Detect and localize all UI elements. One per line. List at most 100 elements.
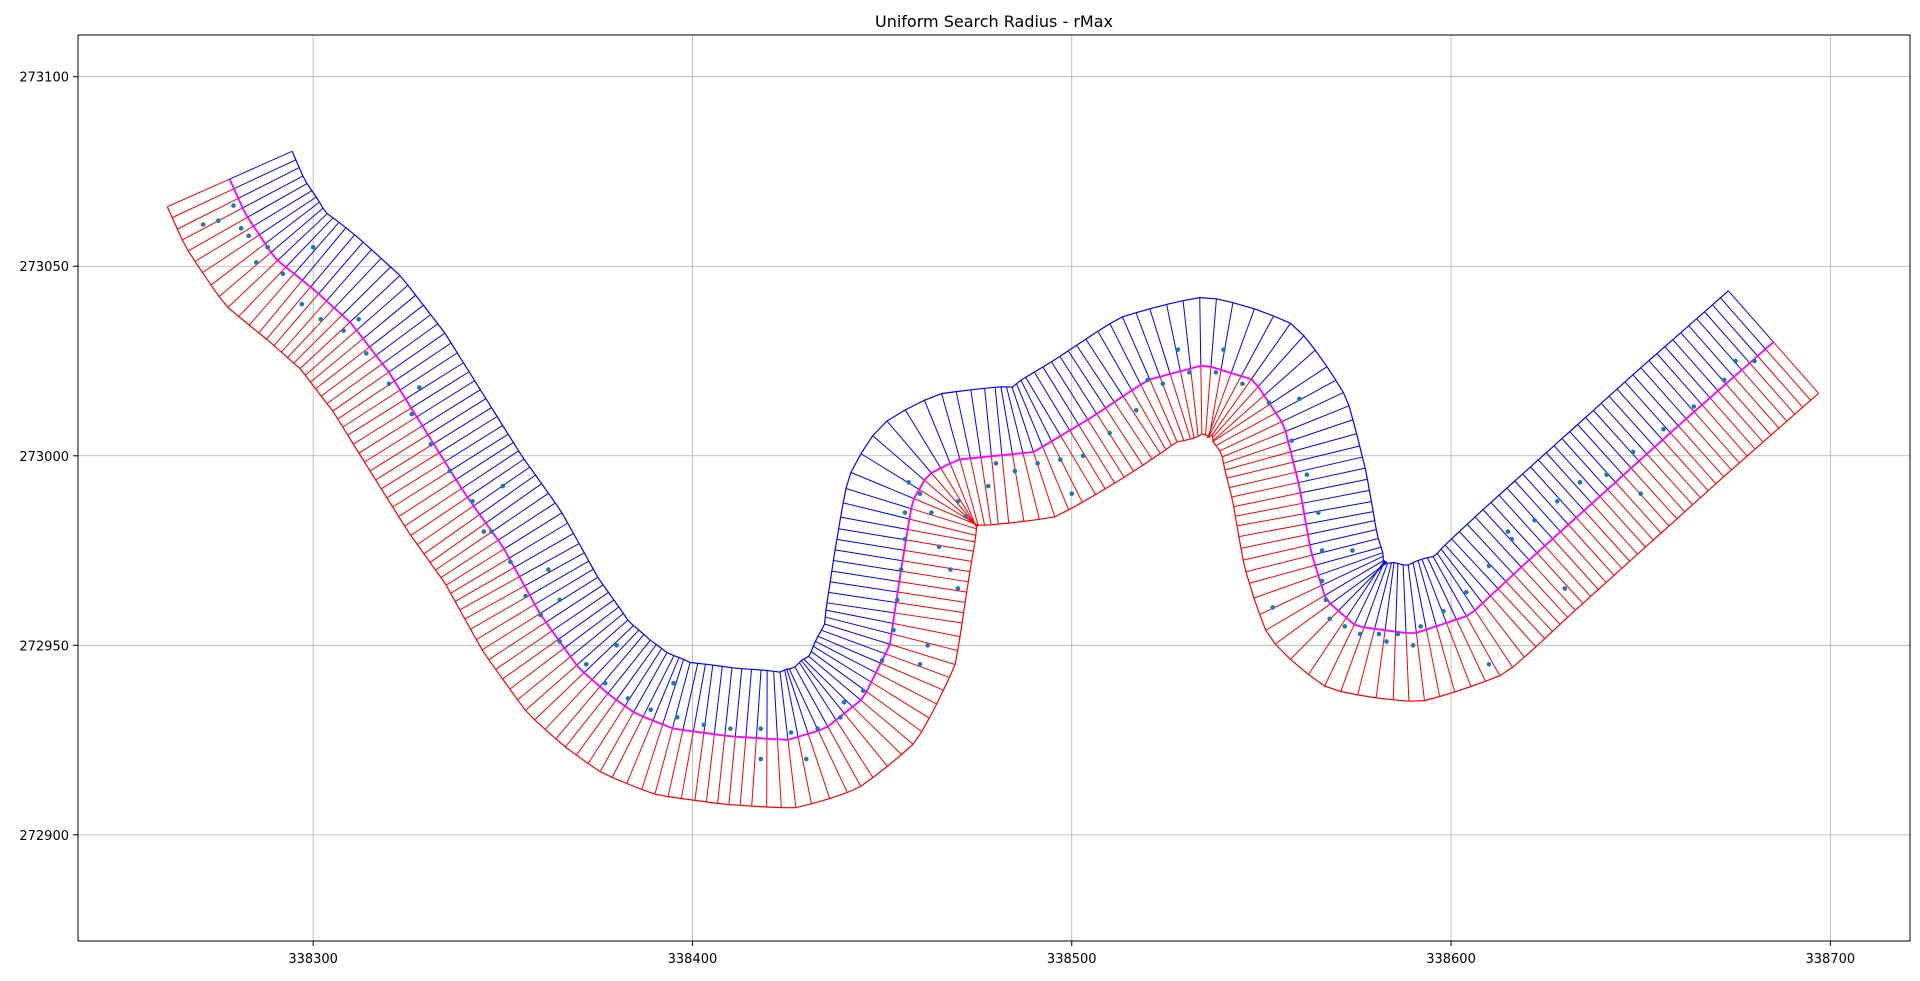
- data-point: [387, 381, 392, 386]
- left-transect: [265, 202, 319, 243]
- data-point: [626, 696, 631, 701]
- data-point: [1752, 359, 1757, 364]
- left-transect: [311, 235, 355, 287]
- data-point: [1464, 590, 1469, 595]
- left-transect: [1437, 553, 1475, 610]
- left-transect: [1007, 387, 1023, 453]
- left-transect: [835, 550, 902, 561]
- left-transect: [540, 577, 598, 613]
- left-transect: [278, 214, 328, 261]
- right-transect: [1012, 454, 1024, 521]
- left-transect: [811, 652, 866, 692]
- data-point: [1270, 605, 1275, 610]
- right-transect: [777, 739, 781, 807]
- right-transect: [612, 717, 643, 778]
- left-transect: [608, 640, 650, 693]
- right-transect: [1213, 404, 1270, 441]
- left-transect: [827, 603, 895, 613]
- left-transect: [546, 585, 603, 622]
- data-point: [341, 328, 346, 333]
- right-transect: [1726, 384, 1771, 435]
- left-transect: [1673, 340, 1718, 391]
- left-transect: [663, 659, 684, 724]
- right-transect: [876, 673, 937, 704]
- right-transect: [642, 724, 663, 789]
- left-transect: [1167, 304, 1181, 371]
- data-point: [254, 260, 259, 265]
- left-transect: [286, 218, 333, 267]
- right-transect: [1406, 633, 1409, 701]
- data-point: [1384, 639, 1389, 644]
- right-transect: [991, 456, 998, 524]
- y-tick-label: 272950: [19, 639, 69, 654]
- left-transect: [480, 475, 536, 514]
- right-transect: [706, 734, 714, 802]
- right-transect: [1686, 419, 1731, 470]
- right-transect: [898, 592, 965, 602]
- right-transect: [441, 540, 498, 577]
- right-transect: [1123, 396, 1160, 453]
- right-transect: [1773, 342, 1818, 393]
- right-transect: [1206, 367, 1211, 435]
- left-boundary: [292, 151, 1728, 672]
- left-transect: [584, 626, 633, 673]
- left-transect: [577, 620, 628, 665]
- right-transect: [718, 736, 725, 804]
- left-transect: [1325, 561, 1384, 596]
- left-transect: [1531, 467, 1577, 518]
- left-transect: [1282, 393, 1344, 422]
- right-transect: [1266, 596, 1325, 631]
- data-point: [614, 643, 619, 648]
- left-transect: [905, 410, 940, 468]
- left-transect: [1523, 474, 1569, 525]
- left-transect: [714, 666, 722, 734]
- left-transect: [1538, 460, 1584, 511]
- right-transect: [752, 738, 757, 806]
- left-transect: [832, 571, 899, 581]
- right-transect: [895, 613, 963, 623]
- left-transect: [467, 459, 524, 497]
- data-point: [409, 412, 414, 417]
- left-transect: [1728, 291, 1773, 342]
- right-transect: [1584, 511, 1630, 562]
- right-transect: [588, 706, 625, 763]
- data-point: [281, 272, 286, 277]
- data-point: [648, 707, 653, 712]
- data-point: [1604, 472, 1609, 477]
- left-transect: [839, 529, 906, 540]
- left-transect: [1330, 564, 1385, 604]
- data-point: [1661, 427, 1666, 432]
- left-transect: [1475, 517, 1521, 567]
- data-point: [1176, 347, 1181, 352]
- data-point: [671, 681, 676, 686]
- right-transect: [904, 550, 971, 561]
- data-point: [1013, 469, 1018, 474]
- data-point: [675, 715, 680, 720]
- left-transect: [1264, 350, 1315, 395]
- left-transect: [558, 600, 614, 640]
- data-point: [963, 514, 968, 519]
- left-transect: [1385, 563, 1394, 631]
- data-point: [482, 529, 487, 534]
- left-transect: [253, 191, 311, 226]
- left-transect: [1288, 420, 1353, 442]
- right-transect: [343, 390, 400, 427]
- left-transect: [456, 443, 513, 480]
- right-transect: [1376, 630, 1385, 698]
- right-transect: [1576, 518, 1622, 569]
- right-transect: [655, 728, 673, 794]
- right-transect: [333, 372, 389, 411]
- data-point: [986, 484, 991, 489]
- data-point: [1563, 586, 1568, 591]
- left-transect: [1286, 406, 1349, 432]
- left-transect: [1231, 309, 1254, 373]
- left-transect: [1452, 539, 1499, 589]
- right-transect: [1758, 356, 1803, 407]
- right-transect: [202, 235, 259, 273]
- data-point: [1532, 518, 1537, 523]
- left-transect: [1657, 354, 1702, 405]
- left-transect: [1641, 368, 1686, 419]
- left-transect: [704, 665, 713, 733]
- left-transect: [1001, 387, 1013, 454]
- right-transect: [1553, 539, 1599, 590]
